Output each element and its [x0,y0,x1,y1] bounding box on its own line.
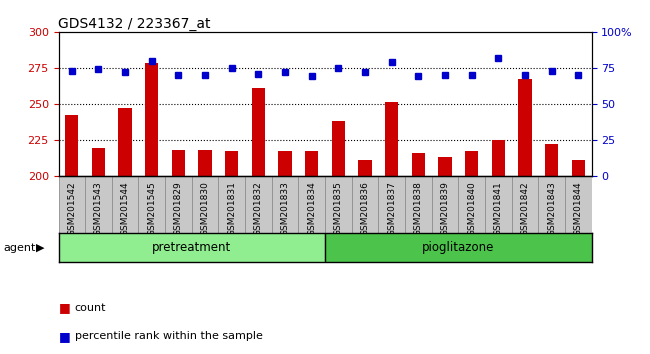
FancyBboxPatch shape [405,176,432,233]
Bar [65,115,79,176]
Text: percentile rank within the sample: percentile rank within the sample [75,331,263,341]
FancyBboxPatch shape [352,176,378,233]
Bar [332,121,345,176]
Text: GSM201839: GSM201839 [441,181,449,236]
Text: GSM201836: GSM201836 [361,181,369,236]
Bar [92,148,105,176]
FancyBboxPatch shape [138,176,165,233]
Bar [252,88,265,176]
Text: GSM201543: GSM201543 [94,181,103,236]
Bar [491,140,505,176]
Text: GSM201545: GSM201545 [148,181,156,236]
FancyBboxPatch shape [325,176,352,233]
Bar [172,150,185,176]
Bar [518,79,532,176]
FancyBboxPatch shape [245,176,272,233]
Bar [438,157,452,176]
Text: ■: ■ [58,330,70,343]
Bar [411,153,425,176]
Bar [385,102,398,176]
FancyBboxPatch shape [85,176,112,233]
FancyBboxPatch shape [565,176,592,233]
FancyBboxPatch shape [165,176,192,233]
Text: GSM201832: GSM201832 [254,181,263,236]
FancyBboxPatch shape [112,176,138,233]
Text: GSM201842: GSM201842 [521,181,529,236]
Bar [225,151,239,176]
Bar [571,160,585,176]
Text: ▶: ▶ [36,242,44,252]
FancyBboxPatch shape [378,176,405,233]
FancyBboxPatch shape [538,176,565,233]
Text: GSM201837: GSM201837 [387,181,396,236]
Bar [278,151,292,176]
Text: GSM201843: GSM201843 [547,181,556,236]
FancyBboxPatch shape [218,176,245,233]
Text: ■: ■ [58,302,70,314]
Bar [198,150,212,176]
Text: GSM201835: GSM201835 [334,181,343,236]
FancyBboxPatch shape [512,176,538,233]
FancyBboxPatch shape [485,176,512,233]
Text: GSM201844: GSM201844 [574,181,582,236]
Bar [305,151,318,176]
Text: agent: agent [3,242,36,252]
Bar [145,63,159,176]
FancyBboxPatch shape [192,176,218,233]
FancyBboxPatch shape [458,176,485,233]
Text: pretreatment: pretreatment [152,241,231,254]
Text: GSM201831: GSM201831 [227,181,236,236]
Text: pioglitazone: pioglitazone [422,241,495,254]
Bar [358,160,372,176]
Text: GSM201838: GSM201838 [414,181,422,236]
Bar [465,151,478,176]
Text: GSM201833: GSM201833 [281,181,289,236]
Text: GDS4132 / 223367_at: GDS4132 / 223367_at [58,17,211,31]
Text: GSM201830: GSM201830 [201,181,209,236]
Text: GSM201841: GSM201841 [494,181,502,236]
Text: GSM201829: GSM201829 [174,181,183,236]
Text: GSM201840: GSM201840 [467,181,476,236]
FancyBboxPatch shape [272,176,298,233]
FancyBboxPatch shape [432,176,458,233]
Text: GSM201544: GSM201544 [121,181,129,236]
Bar [118,108,132,176]
Bar [545,144,558,176]
FancyBboxPatch shape [58,176,85,233]
Text: count: count [75,303,106,313]
FancyBboxPatch shape [298,176,325,233]
Text: GSM201542: GSM201542 [68,181,76,236]
Text: GSM201834: GSM201834 [307,181,316,236]
